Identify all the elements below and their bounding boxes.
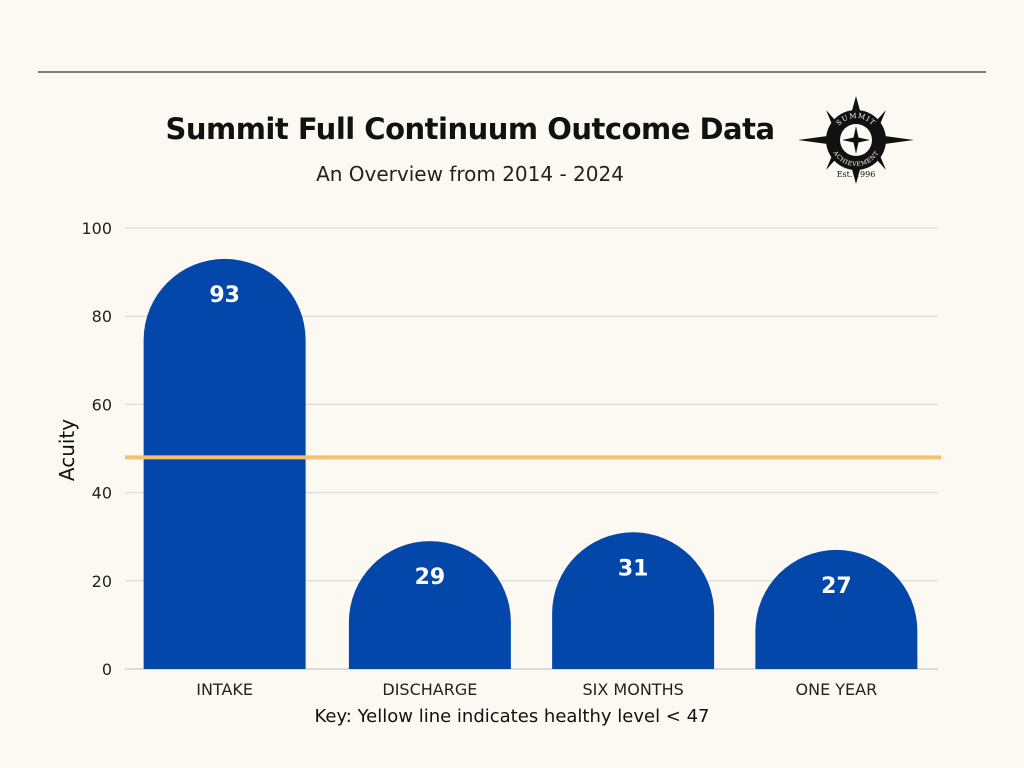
bar-six-months [552, 532, 715, 669]
y-tick-label: 100 [81, 219, 112, 238]
y-tick-label: 0 [102, 660, 112, 679]
x-tick-label: SIX MONTHS [583, 680, 684, 699]
data-label: 31 [618, 556, 649, 581]
x-tick-label: ONE YEAR [796, 680, 878, 699]
header-divider [38, 71, 986, 73]
chart-title: Summit Full Continuum Outcome Data [165, 112, 775, 146]
summit-achievement-logo: SUMMIT ACHIEVEMENT [798, 96, 914, 184]
chart-subtitle: An Overview from 2014 - 2024 [316, 162, 624, 186]
x-tick-label: DISCHARGE [382, 680, 477, 699]
y-axis-label: Acuity [55, 419, 79, 481]
data-label: 27 [821, 574, 852, 599]
y-tick-label: 60 [92, 395, 112, 414]
logo-est-text: Est. 1996 [836, 170, 876, 179]
bar-one-year [755, 549, 918, 669]
chart-key: Key: Yellow line indicates healthy level… [314, 706, 710, 727]
bar-intake [143, 258, 306, 669]
y-tick-label: 80 [92, 307, 112, 326]
x-tick-label: INTAKE [196, 680, 253, 699]
y-tick-label: 40 [92, 484, 112, 503]
data-label: 93 [209, 283, 240, 308]
bar-discharge [348, 541, 511, 669]
y-tick-label: 20 [92, 572, 112, 591]
data-label: 29 [415, 565, 446, 590]
